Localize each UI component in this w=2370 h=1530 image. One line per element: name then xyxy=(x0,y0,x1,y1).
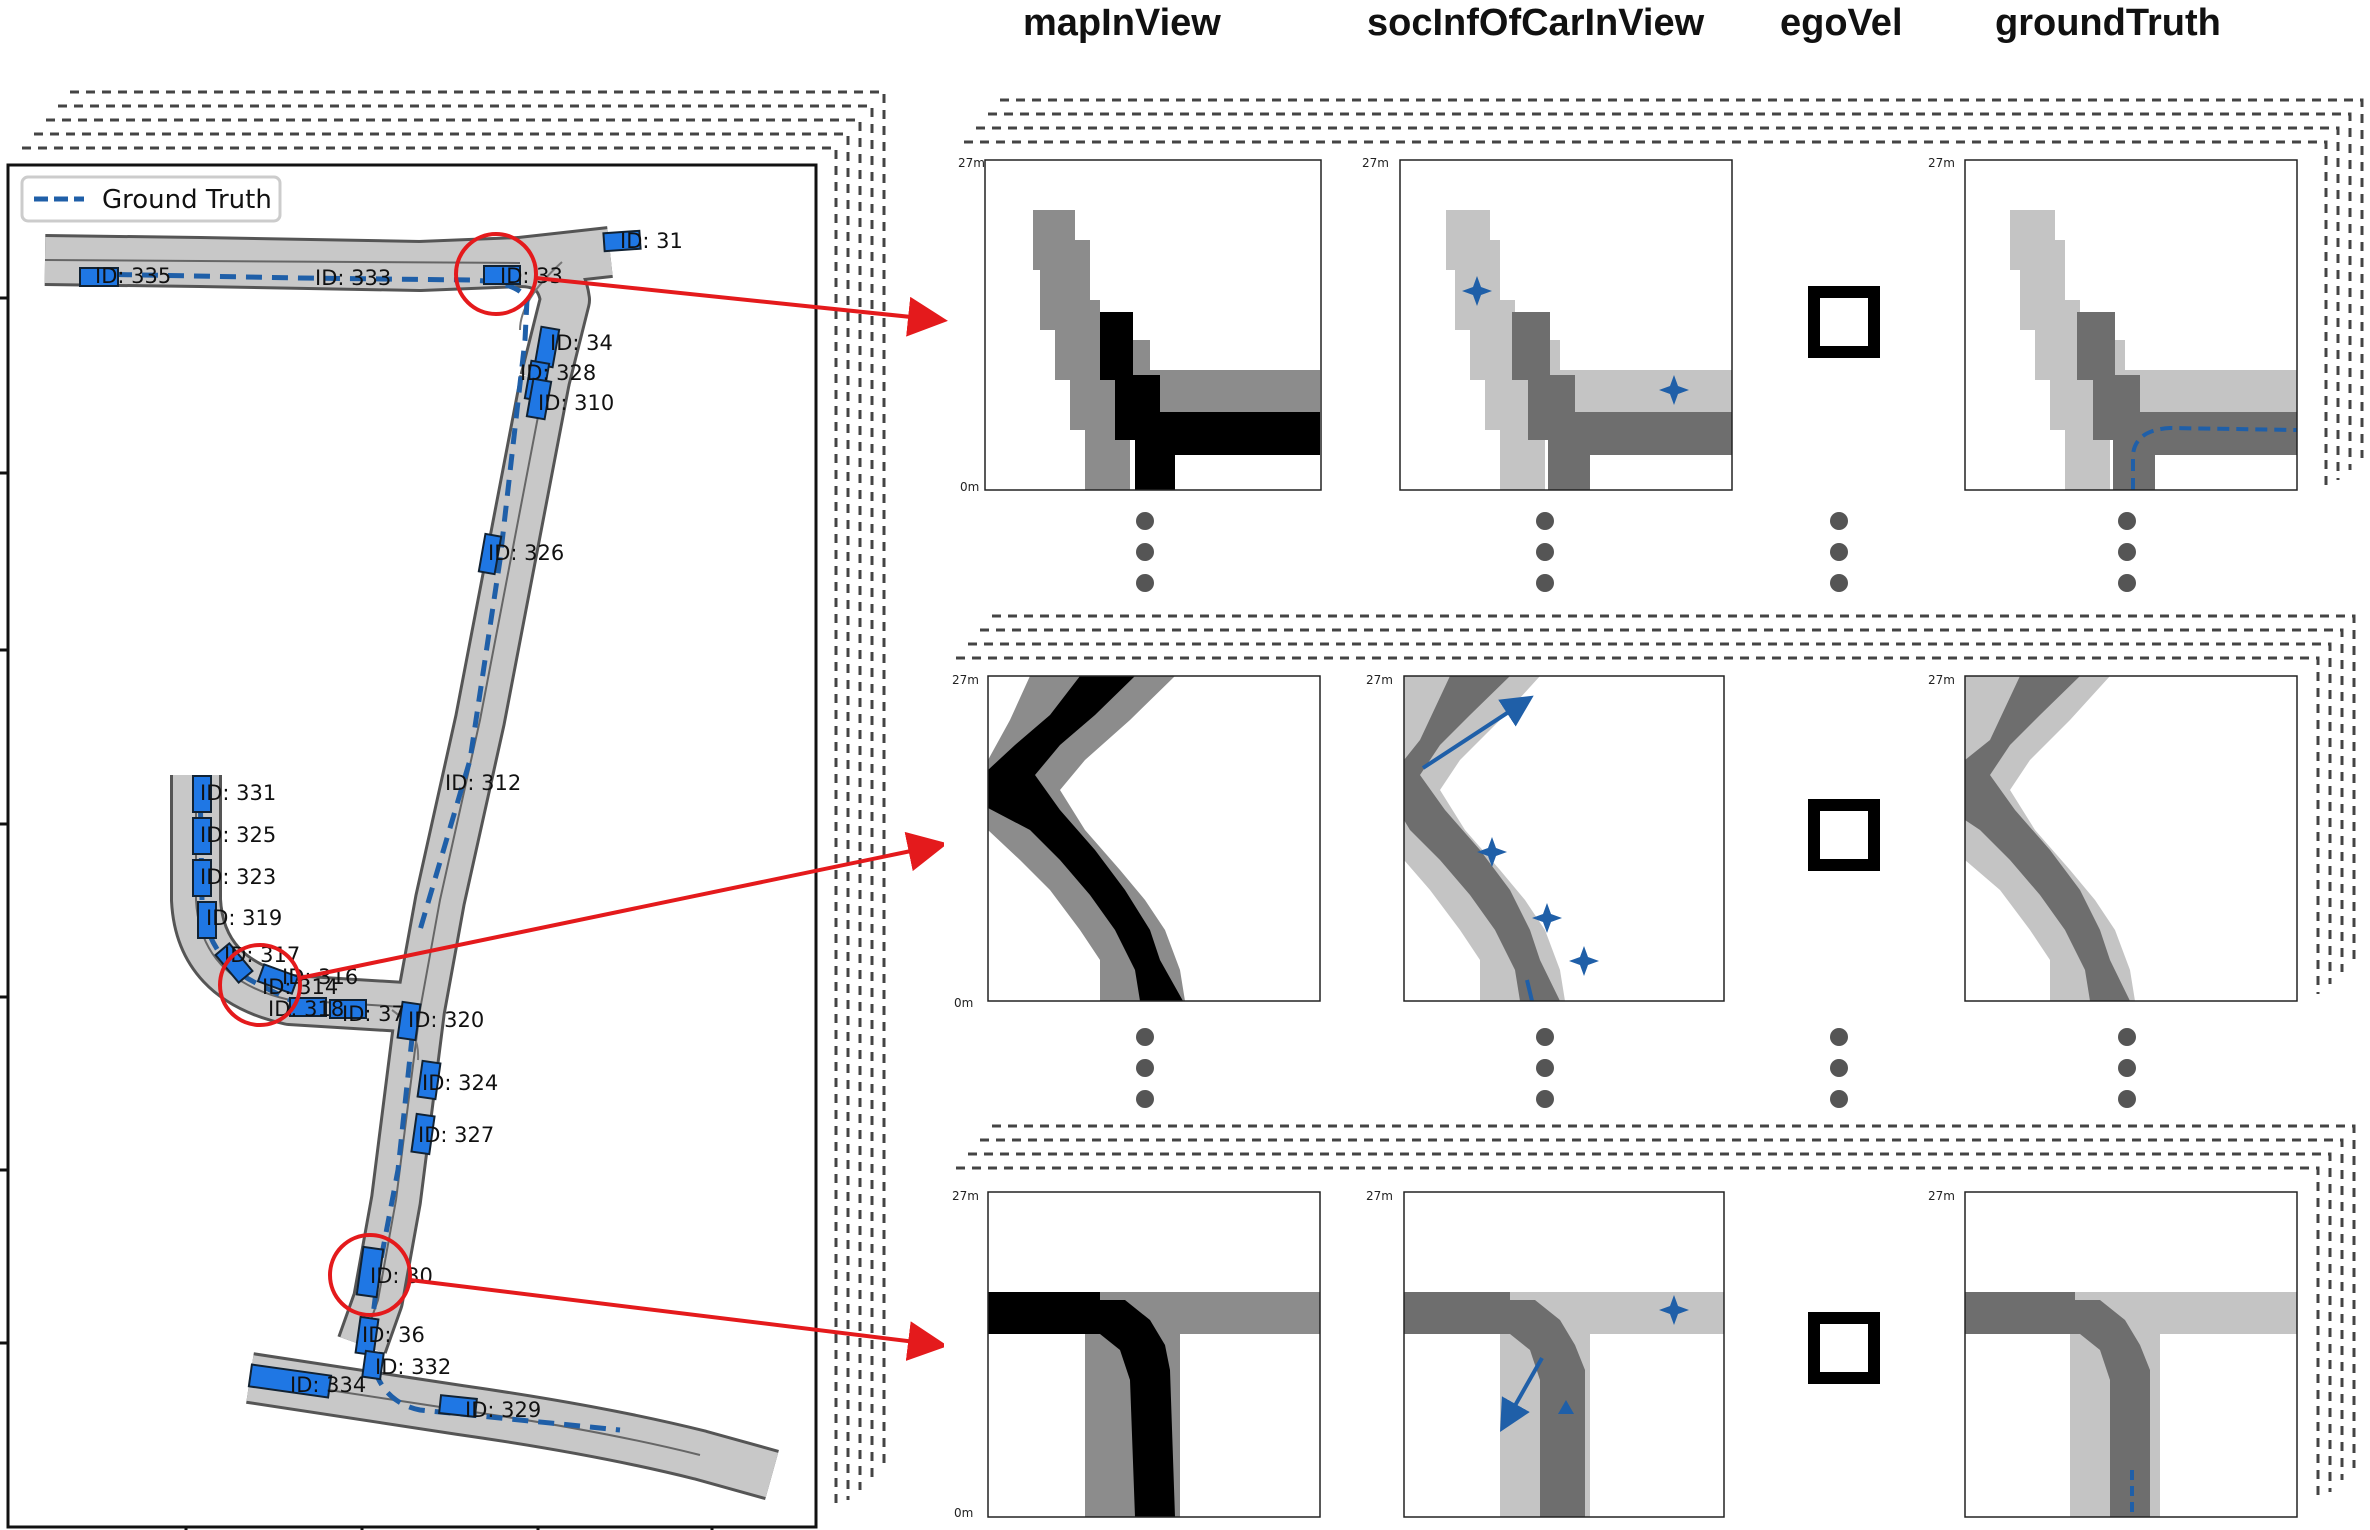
title-social-info: socInfOfCarInView xyxy=(1367,2,1705,44)
car-310 xyxy=(525,377,553,421)
label-id-37: ID: 37 xyxy=(342,1002,405,1026)
label-id-324: ID: 324 xyxy=(422,1071,498,1095)
car-329 xyxy=(438,1394,478,1418)
svg-text:27m: 27m xyxy=(1366,1189,1393,1203)
svg-text:27m: 27m xyxy=(1928,1189,1955,1203)
row-2-stack-frames xyxy=(956,614,2356,994)
row3-ego-velocity-icon xyxy=(1808,1312,1880,1384)
car-327 xyxy=(410,1112,436,1156)
map-stack-frames xyxy=(22,90,886,1506)
label-id-335: ID: 335 xyxy=(95,264,171,288)
ellipsis-dots-1 xyxy=(1136,512,2136,592)
car-323 xyxy=(192,859,212,897)
row3-map-panel: 27m 0m xyxy=(952,1189,1321,1520)
row2-ego-velocity-icon xyxy=(1808,799,1880,871)
svg-text:0m: 0m xyxy=(960,480,979,494)
label-id-323: ID: 323 xyxy=(200,865,276,889)
car-319 xyxy=(197,901,217,939)
car-324 xyxy=(416,1059,442,1101)
svg-text:27m: 27m xyxy=(1362,156,1389,170)
row2-ground-truth-panel: 27m xyxy=(1928,673,2298,1002)
vehicle-labels: ID: 31 ID: 335 ID: 333 ID: 33 ID: 34 ID:… xyxy=(95,229,683,1422)
svg-text:0m: 0m xyxy=(954,1506,973,1520)
label-id-33: ID: 33 xyxy=(500,264,563,288)
label-id-31: ID: 31 xyxy=(620,229,683,253)
car-326 xyxy=(477,532,503,576)
row1-ego-velocity-icon xyxy=(1808,286,1880,358)
car-335 xyxy=(79,267,119,287)
car-33 xyxy=(483,265,521,285)
label-id-328: ID: 328 xyxy=(520,361,596,385)
legend-label: Ground Truth xyxy=(102,185,272,215)
map-plot-frame xyxy=(6,163,818,1529)
title-map-in-view: mapInView xyxy=(1023,2,1221,44)
car-332 xyxy=(361,1349,385,1381)
svg-text:27m: 27m xyxy=(1366,673,1393,687)
highlight-circles xyxy=(218,232,538,1317)
label-id-332: ID: 332 xyxy=(375,1355,451,1379)
label-id-36: ID: 36 xyxy=(362,1323,425,1347)
svg-text:27m: 27m xyxy=(952,673,979,687)
label-id-319: ID: 319 xyxy=(206,906,282,930)
label-id-329: ID: 329 xyxy=(465,1398,541,1422)
label-id-326: ID: 326 xyxy=(488,541,564,565)
label-id-30: ID: 30 xyxy=(370,1264,433,1288)
row-3-stack-frames xyxy=(956,1124,2356,1502)
highlight-arrows xyxy=(299,276,948,1361)
row-3: 27m 0m 27m 27m xyxy=(952,1189,2298,1520)
car-317 xyxy=(214,942,254,984)
svg-text:0m: 0m xyxy=(954,996,973,1010)
row3-social-panel: 27m xyxy=(1366,1189,1725,1518)
label-id-334: ID: 334 xyxy=(290,1373,366,1397)
label-id-320: ID: 320 xyxy=(408,1008,484,1032)
svg-text:27m: 27m xyxy=(1928,673,1955,687)
row2-map-panel: 27m 0m xyxy=(952,673,1321,1010)
row-1-stack-frames xyxy=(964,98,2364,488)
row2-social-panel: 27m xyxy=(1366,673,1725,1002)
vehicles xyxy=(79,229,642,1418)
svg-text:27m: 27m xyxy=(958,156,985,170)
label-id-312: ID: 312 xyxy=(445,771,521,795)
car-318 xyxy=(289,997,327,1017)
car-30 xyxy=(355,1245,385,1299)
label-id-333: ID: 333 xyxy=(315,266,391,290)
title-ground-truth: groundTruth xyxy=(1995,2,2221,44)
row1-ground-truth-panel: 27m xyxy=(1928,156,2298,491)
ellipsis-dots-2 xyxy=(1136,1028,2136,1108)
label-id-325: ID: 325 xyxy=(200,823,276,847)
svg-text:27m: 27m xyxy=(952,1189,979,1203)
row3-ground-truth-panel: 27m xyxy=(1928,1189,2298,1518)
row-1: 27m 0m 27m 27m xyxy=(958,156,2298,494)
car-37 xyxy=(329,999,367,1019)
car-331 xyxy=(192,775,212,813)
label-id-34: ID: 34 xyxy=(550,331,613,355)
car-334 xyxy=(247,1363,333,1399)
car-320 xyxy=(396,1000,422,1042)
car-314 xyxy=(256,963,300,995)
label-id-331: ID: 331 xyxy=(200,781,276,805)
label-id-318: ID: 318 xyxy=(268,997,344,1021)
svg-text:27m: 27m xyxy=(1928,156,1955,170)
row1-social-panel: 27m xyxy=(1362,156,1733,491)
title-ego-velocity: egoVel xyxy=(1780,2,1903,44)
row1-map-panel: 27m 0m xyxy=(958,156,1322,494)
label-id-310: ID: 310 xyxy=(538,391,614,415)
car-31 xyxy=(602,229,642,253)
row-2: 27m 0m 27m xyxy=(952,673,2298,1010)
legend: Ground Truth xyxy=(20,175,282,223)
car-325 xyxy=(192,817,212,855)
label-id-327: ID: 327 xyxy=(418,1123,494,1147)
